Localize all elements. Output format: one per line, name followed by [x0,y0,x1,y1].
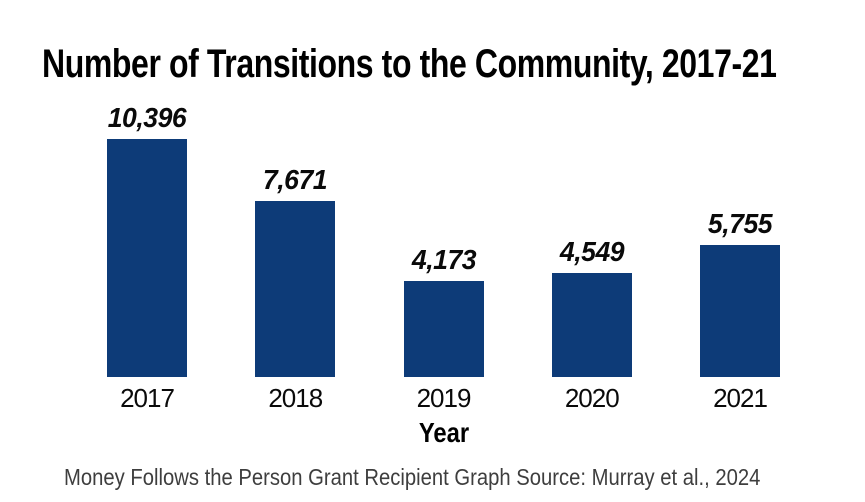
bar-2017 [107,139,187,377]
bar-2019 [403,281,484,377]
x-tick-label: 2020 [564,383,620,413]
bar-value-label: 4,173 [411,244,476,275]
source-note: Money Follows the Person Grant Recipient… [64,464,761,490]
bar-value-label: 10,396 [107,102,187,133]
bar-value-label: 5,755 [707,208,773,239]
bar-value-label: 7,671 [263,164,328,195]
bar-2018 [255,201,336,377]
x-tick-label: 2019 [416,383,472,413]
x-tick-label: 2018 [268,383,323,413]
chart-title: Number of Transitions to the Community, … [42,42,777,86]
x-tick-label: 2017 [120,383,175,413]
x-axis-title: Year [418,417,470,448]
bar-value-label: 4,549 [559,236,625,267]
bar-2021 [700,245,780,377]
bar-2020 [551,273,632,377]
x-tick-label: 2021 [713,383,768,413]
